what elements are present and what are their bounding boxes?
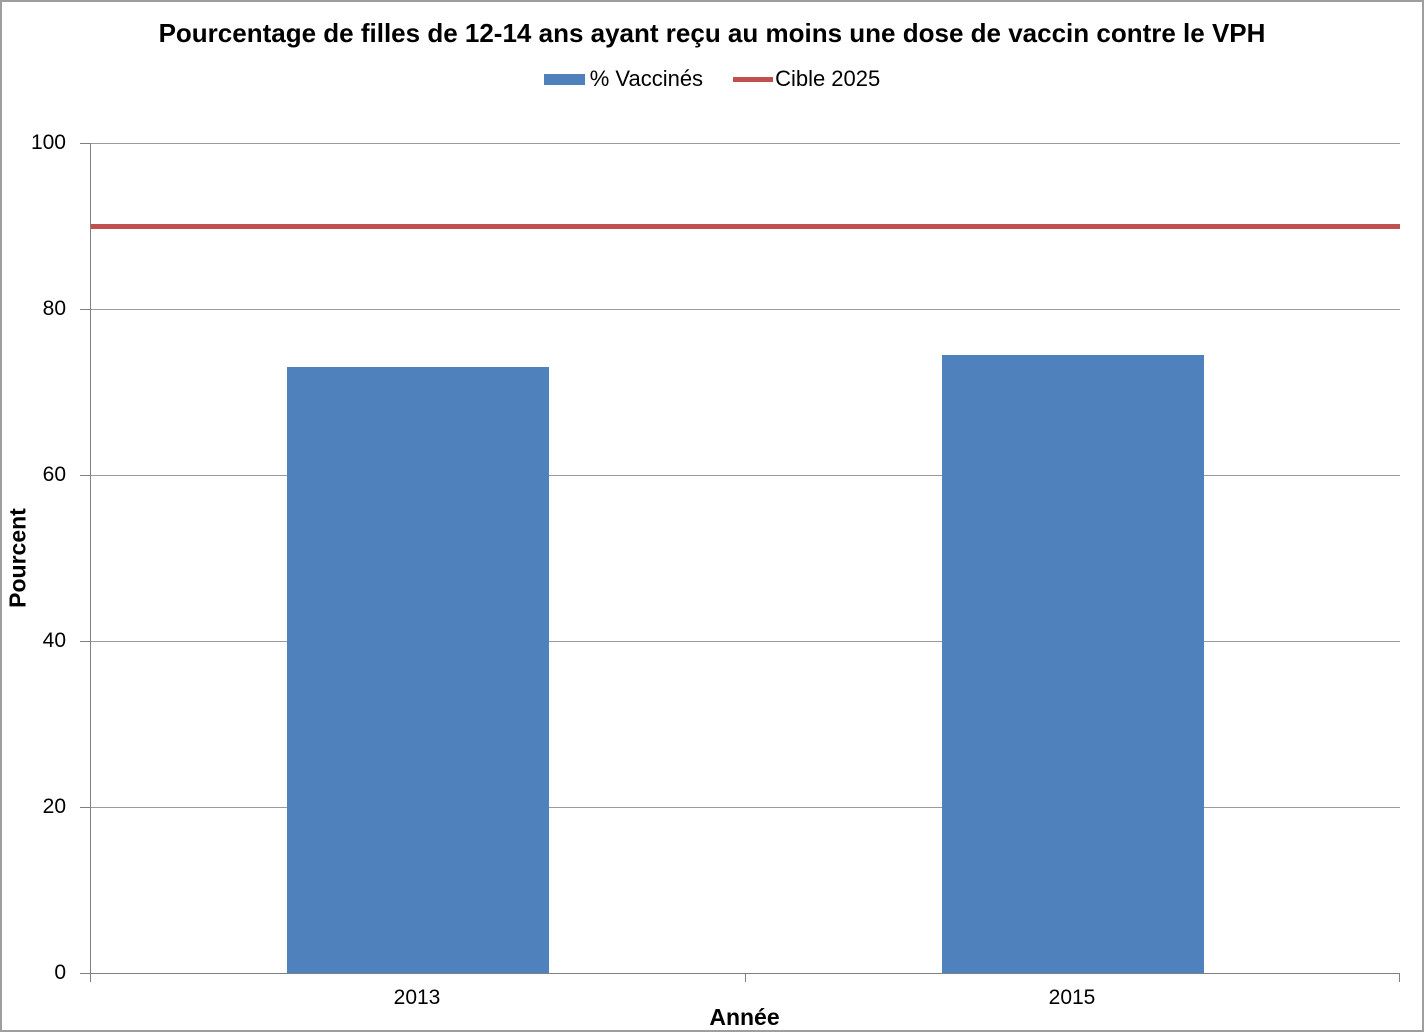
y-tick-label-40: 40	[42, 629, 66, 652]
bar-2013	[287, 367, 549, 973]
chart-legend: % Vaccinés Cible 2025	[2, 66, 1422, 92]
line-swatch-icon	[733, 76, 774, 82]
y-tick-label-80: 80	[42, 297, 66, 320]
gridline-y-40	[91, 641, 1400, 642]
y-axis-title: Pourcent	[4, 508, 31, 608]
gridline-y-60	[91, 475, 1400, 476]
x-tick-mark-1	[745, 973, 746, 982]
bar-swatch-icon	[543, 73, 585, 85]
x-tick-mark-0	[90, 973, 91, 982]
y-tick-mark-0	[80, 973, 90, 974]
legend-label-target: Cible 2025	[775, 66, 881, 91]
chart-title: Pourcentage de filles de 12-14 ans ayant…	[158, 18, 1266, 48]
gridline-y-80	[91, 309, 1400, 310]
legend-item-target: Cible 2025	[733, 66, 880, 92]
y-tick-mark-40	[80, 641, 90, 642]
y-tick-mark-80	[80, 309, 90, 310]
x-tick-label-2013: 2013	[393, 986, 441, 1009]
y-tick-label-60: 60	[42, 463, 66, 486]
x-tick-label-2015: 2015	[1048, 986, 1096, 1009]
x-tick-mark-2	[1399, 973, 1400, 982]
target-line	[91, 224, 1400, 229]
y-tick-label-0: 0	[54, 961, 66, 984]
x-axis-title: Année	[709, 1004, 780, 1030]
y-tick-label-100: 100	[30, 131, 66, 154]
y-tick-mark-100	[80, 143, 90, 144]
legend-item-vaccinated: % Vaccinés	[543, 66, 704, 92]
bar-2015	[942, 355, 1204, 973]
y-tick-label-20: 20	[42, 795, 66, 818]
gridline-y-100	[91, 143, 1400, 144]
plot-area	[90, 143, 1400, 974]
y-tick-mark-20	[80, 807, 90, 808]
y-tick-mark-60	[80, 475, 90, 476]
gridline-y-20	[91, 807, 1400, 808]
legend-label-vaccinated: % Vaccinés	[589, 66, 704, 91]
